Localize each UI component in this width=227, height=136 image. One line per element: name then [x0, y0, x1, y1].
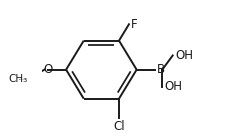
- Text: OH: OH: [174, 49, 192, 62]
- Text: Cl: Cl: [113, 120, 124, 133]
- Text: B: B: [156, 63, 164, 76]
- Text: methoxy: methoxy: [19, 78, 25, 80]
- Text: F: F: [131, 18, 137, 31]
- Text: OH: OH: [164, 81, 182, 93]
- Text: CH₃: CH₃: [8, 74, 27, 84]
- Text: methoxy: methoxy: [24, 77, 30, 79]
- Text: O: O: [43, 63, 52, 76]
